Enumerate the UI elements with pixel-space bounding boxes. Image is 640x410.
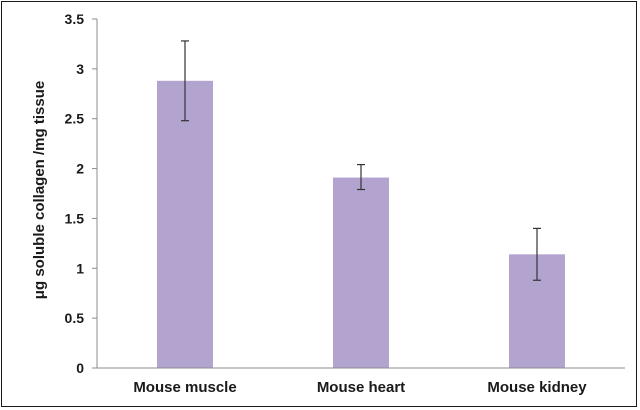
y-axis-ticks: 0 0.5 1 1.5 2 2.5 3 3.5 [65, 11, 97, 376]
x-category-label: Mouse muscle [133, 379, 236, 396]
error-bar [181, 40, 189, 122]
y-tick-label: 0.5 [65, 310, 85, 326]
x-category-label: Mouse heart [317, 379, 405, 396]
error-bar [357, 163, 365, 191]
y-tick-label: 3.5 [65, 11, 85, 27]
x-category-label: Mouse kidney [487, 379, 587, 396]
x-axis-categories: Mouse muscle Mouse heart Mouse kidney [133, 379, 587, 396]
bar [157, 80, 213, 368]
y-tick-label: 1 [76, 260, 84, 276]
y-tick-label: 0 [76, 360, 84, 376]
bars [157, 80, 565, 368]
y-tick-label: 2 [76, 161, 84, 177]
error-bars [181, 40, 541, 281]
y-axis-label: μg soluble collagen /mg tissue [31, 81, 48, 299]
y-tick-label: 3 [76, 61, 84, 77]
error-bar [533, 227, 541, 281]
y-tick-label: 1.5 [65, 210, 85, 226]
y-tick-label: 2.5 [65, 111, 85, 127]
bar [333, 177, 389, 368]
